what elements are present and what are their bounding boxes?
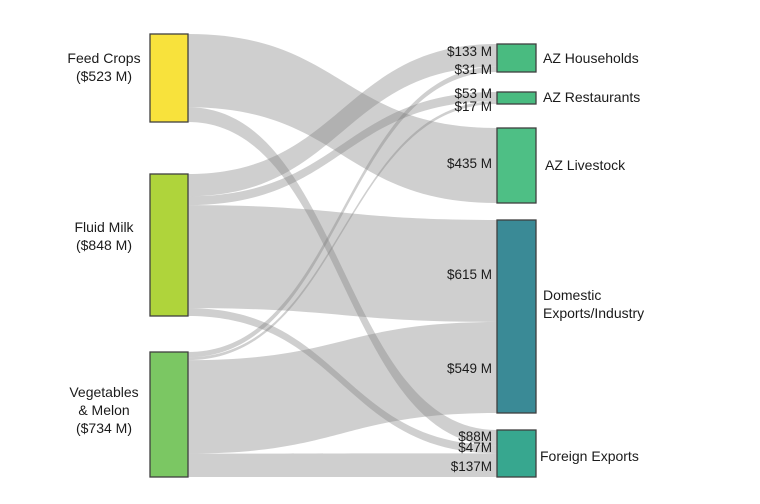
sankey-flow-milk-to-households [188, 44, 497, 197]
source-label-feed-crops: Feed Crops ($523 M) [24, 49, 184, 85]
sankey-node-domestic [496, 219, 537, 414]
flow-value-label-feed-foreign: $88M [458, 429, 492, 444]
flow-value-label-veg-domestic: $549 M [446, 361, 492, 376]
sankey-flow-veg-to-households [188, 66, 497, 358]
target-label-line: Exports/Industry [543, 305, 645, 321]
flow-value-label-veg-restaurants: $17 M [454, 99, 492, 114]
target-label-domestic-exports: Domestic Exports/Industry [543, 286, 644, 322]
sankey-flow-veg-to-restaurants [188, 101, 497, 361]
source-label-line: Feed Crops [67, 50, 141, 66]
sankey-node-veg [149, 351, 189, 478]
sankey-flow-veg-to-domestic [188, 321, 497, 454]
source-label-line: Vegetables [69, 384, 139, 400]
source-label-line: & Melon [78, 402, 130, 418]
sankey-node-restaurants [496, 91, 537, 105]
target-label-foreign-exports: Foreign Exports [540, 448, 639, 464]
target-label-az-livestock: AZ Livestock [545, 157, 626, 173]
sankey-flow-feed-to-livestock [188, 34, 497, 203]
sankey-flow-veg-to-foreign [188, 453, 497, 477]
flow-value-label-milk-households: $133 M [446, 44, 492, 59]
flow-value-label-milk-foreign: $47M [458, 440, 492, 455]
source-label-line: ($523 M) [75, 68, 133, 84]
sankey-node-feed [149, 33, 189, 123]
flow-value-label-feed-livestock: $435 M [446, 156, 492, 171]
source-label-line: ($734 M) [75, 420, 133, 436]
source-label-line: Fluid Milk [74, 219, 134, 235]
flow-value-label-veg-households: $31 M [454, 62, 492, 77]
target-label-line: Domestic [543, 287, 602, 303]
flow-value-label-veg-foreign: $137M [450, 459, 492, 474]
sankey-flow-milk-to-restaurants [188, 92, 497, 206]
target-label-az-restaurants: AZ Restaurants [543, 89, 641, 105]
sankey-flow-milk-to-domestic [188, 205, 497, 322]
sankey-flow-milk-to-foreign [188, 308, 497, 454]
sankey-node-foreign [496, 429, 537, 478]
source-label-fluid-milk: Fluid Milk ($848 M) [24, 218, 184, 254]
flow-value-label-milk-domestic: $615 M [446, 267, 492, 282]
sankey-flow-feed-to-foreign [188, 107, 497, 446]
sankey-node-households [496, 43, 537, 73]
sankey-node-milk [149, 173, 189, 317]
source-label-vegetables-melon: Vegetables & Melon ($734 M) [24, 383, 184, 437]
source-label-line: ($848 M) [75, 237, 133, 253]
flow-value-label-milk-restaurants: $53 M [454, 86, 492, 101]
sankey-node-livestock [496, 127, 537, 204]
target-label-az-households: AZ Households [543, 50, 639, 66]
